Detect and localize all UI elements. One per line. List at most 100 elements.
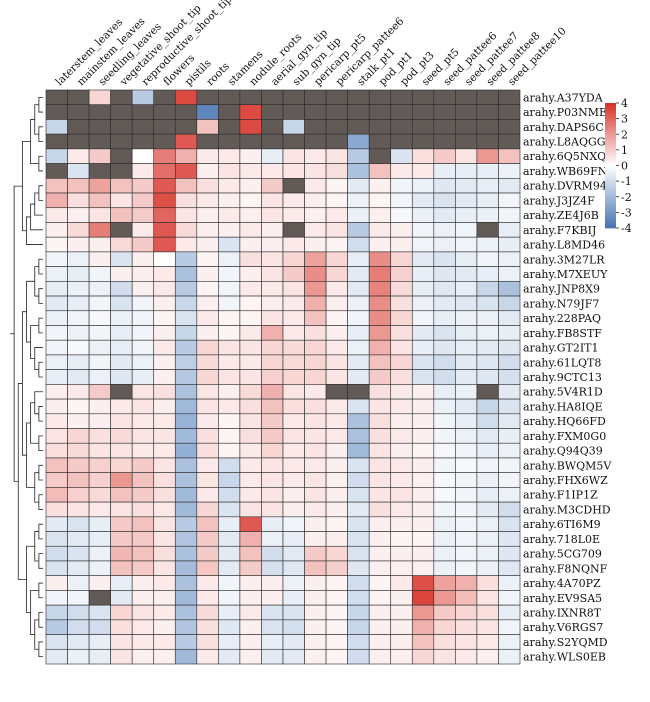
heatmap-cell bbox=[239, 442, 262, 459]
heatmap-cell bbox=[110, 369, 133, 385]
heatmap-cell bbox=[304, 119, 327, 135]
heatmap-cell bbox=[368, 310, 392, 326]
heatmap-cell bbox=[282, 89, 305, 106]
heatmap-cell bbox=[174, 457, 198, 473]
row-label: arahy.228PAQ bbox=[523, 312, 601, 325]
legend-gradient-step bbox=[605, 169, 616, 172]
heatmap-cell bbox=[196, 163, 219, 179]
row-label: arahy.6Q5NXQ bbox=[523, 150, 606, 163]
heatmap-cell bbox=[476, 428, 499, 444]
heatmap-cell bbox=[88, 501, 111, 518]
heatmap-cell bbox=[433, 619, 456, 635]
heatmap-cell bbox=[498, 575, 521, 591]
heatmap-cell bbox=[110, 590, 133, 606]
heatmap-cell bbox=[304, 531, 327, 547]
heatmap-cell bbox=[153, 295, 176, 312]
heatmap-cell bbox=[390, 487, 413, 503]
heatmap-cell bbox=[45, 634, 68, 650]
heatmap-cell bbox=[282, 192, 305, 209]
heatmap-cell bbox=[498, 442, 521, 459]
row-label: arahy.P03NME bbox=[523, 106, 607, 119]
heatmap-cell bbox=[67, 207, 90, 223]
heatmap-cell bbox=[282, 325, 305, 341]
heatmap-cell bbox=[153, 222, 176, 238]
heatmap-cell bbox=[239, 251, 262, 267]
row-label: arahy.A37YDA bbox=[523, 91, 604, 104]
row-label: arahy.M3CDHD bbox=[523, 503, 611, 516]
heatmap-cell bbox=[282, 310, 305, 326]
heatmap-cell bbox=[368, 148, 392, 164]
heatmap-cell bbox=[153, 442, 176, 459]
legend-gradient-step bbox=[605, 149, 616, 153]
heatmap-cell bbox=[261, 472, 284, 488]
heatmap-cell bbox=[239, 384, 262, 400]
heatmap-cell bbox=[476, 133, 499, 150]
heatmap-cell bbox=[131, 398, 155, 415]
heatmap-cell bbox=[67, 266, 90, 282]
heatmap-cell bbox=[174, 369, 198, 385]
heatmap-cell bbox=[411, 251, 435, 267]
heatmap-cell bbox=[196, 545, 219, 562]
row-label: arahy.BWQM5V bbox=[523, 459, 612, 472]
heatmap-cell bbox=[390, 251, 413, 267]
heatmap-cell bbox=[347, 619, 370, 635]
heatmap-cell bbox=[368, 648, 392, 665]
heatmap-cell bbox=[110, 472, 133, 488]
heatmap-cell bbox=[347, 207, 370, 223]
legend-gradient-step bbox=[605, 153, 616, 157]
heatmap-cell bbox=[110, 163, 133, 179]
heatmap-cell bbox=[411, 339, 435, 356]
heatmap-cell bbox=[45, 560, 68, 576]
heatmap-cell bbox=[218, 619, 241, 635]
heatmap-cell bbox=[218, 457, 241, 473]
heatmap-cell bbox=[282, 222, 305, 238]
heatmap-cell bbox=[433, 442, 456, 459]
heatmap-cell bbox=[239, 398, 262, 415]
heatmap-cell bbox=[325, 516, 348, 532]
legend-gradient-step bbox=[605, 118, 616, 121]
dendrogram-branch bbox=[38, 553, 43, 569]
row-label: arahy.WB69FN bbox=[523, 165, 608, 178]
heatmap-cell bbox=[110, 119, 133, 135]
heatmap-cell bbox=[196, 207, 219, 223]
heatmap-cell bbox=[368, 516, 392, 532]
heatmap-cell bbox=[304, 222, 327, 238]
heatmap-cell bbox=[347, 119, 370, 135]
heatmap-cell bbox=[218, 501, 241, 518]
heatmap-cell bbox=[282, 104, 305, 120]
heatmap-cell bbox=[261, 619, 284, 635]
heatmap-cell bbox=[282, 487, 305, 503]
heatmap-cell bbox=[218, 590, 241, 606]
heatmap-cell bbox=[347, 545, 370, 562]
heatmap-cell bbox=[347, 251, 370, 267]
heatmap-cell bbox=[67, 590, 90, 606]
heatmap-cell bbox=[153, 472, 176, 488]
heatmap-cell bbox=[45, 119, 68, 135]
heatmap-cell bbox=[239, 531, 262, 547]
heatmap-cell bbox=[433, 501, 456, 518]
heatmap-cell bbox=[433, 236, 456, 253]
heatmap-cell bbox=[174, 442, 198, 459]
heatmap-cell bbox=[476, 457, 499, 473]
heatmap-cell bbox=[88, 369, 111, 385]
dendrogram-branch bbox=[38, 406, 43, 422]
heatmap-cell bbox=[304, 236, 327, 253]
heatmap-cell bbox=[304, 104, 327, 120]
row-label: arahy.EV9SA5 bbox=[523, 592, 602, 605]
heatmap-cell bbox=[368, 545, 392, 562]
legend-gradient-step bbox=[605, 136, 616, 139]
heatmap-cell bbox=[110, 178, 133, 194]
heatmap-cell bbox=[45, 501, 68, 518]
heatmap-cell bbox=[498, 148, 521, 164]
heatmap-cell bbox=[174, 634, 198, 650]
heatmap-cell bbox=[174, 89, 198, 106]
heatmap-cell bbox=[88, 89, 111, 106]
row-label: arahy.61LQT8 bbox=[523, 356, 601, 369]
heatmap-cell bbox=[196, 369, 219, 385]
heatmap-cell bbox=[110, 457, 133, 473]
legend-gradient-step bbox=[605, 198, 616, 202]
heatmap-cell bbox=[131, 207, 155, 223]
heatmap-cell bbox=[239, 163, 262, 179]
heatmap-cell bbox=[45, 222, 68, 238]
heatmap-cell bbox=[304, 251, 327, 267]
